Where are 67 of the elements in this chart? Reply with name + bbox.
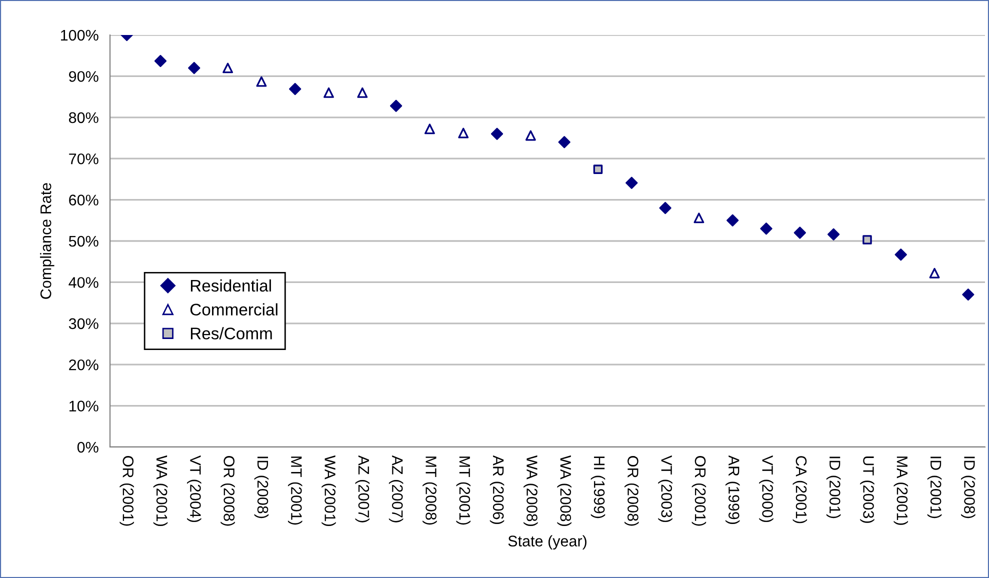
point xyxy=(424,124,435,134)
x-tick-label: WA (2001) xyxy=(322,455,336,526)
point xyxy=(525,130,536,141)
y-tick-label: 40% xyxy=(68,277,98,288)
x-tick-label: AZ (2007) xyxy=(355,455,370,522)
point xyxy=(390,100,402,112)
point xyxy=(726,214,739,226)
point xyxy=(794,226,806,239)
x-tick-label: VT (2000) xyxy=(759,455,774,522)
point xyxy=(626,176,638,189)
x-tick-label: HI (1999) xyxy=(590,456,606,518)
point xyxy=(894,248,907,261)
x-tick-label: MT (2001) xyxy=(288,456,302,525)
x-tick-label: VT (2003) xyxy=(658,455,672,522)
y-tick-label: 90% xyxy=(69,71,98,82)
point xyxy=(256,76,267,87)
legend-label: Res/Comm xyxy=(190,327,272,340)
point xyxy=(154,54,167,68)
point xyxy=(659,202,672,214)
x-tick-label: MT (2008) xyxy=(422,456,437,525)
x-tick-label: ID (2001) xyxy=(927,456,942,518)
x-tick-label: CA (2001) xyxy=(792,456,808,524)
x-axis-title: State (year) xyxy=(508,535,586,550)
x-tick-label: OR (2001) xyxy=(692,456,706,526)
legend-label: Residential xyxy=(190,279,271,292)
point xyxy=(222,62,234,74)
x-tick-label: AZ (2007) xyxy=(388,455,404,522)
x-tick-label: OR (2008) xyxy=(220,456,235,526)
x-tick-label: WA (2008) xyxy=(557,455,572,526)
point xyxy=(593,164,603,174)
y-tick-label: 0% xyxy=(77,442,98,453)
point xyxy=(458,128,469,138)
y-tick-label: 100% xyxy=(60,30,98,41)
x-tick-label: UT (2003) xyxy=(860,456,874,523)
x-tick-label: ID (2008) xyxy=(961,456,976,518)
point xyxy=(188,62,200,74)
point xyxy=(694,212,704,224)
y-tick-label: 10% xyxy=(69,400,98,412)
point xyxy=(324,87,334,98)
y-axis-title: Compliance Rate xyxy=(40,183,54,299)
point xyxy=(827,228,840,240)
x-tick-label: VT (2004) xyxy=(187,455,202,522)
x-tick-label: MT (2001) xyxy=(456,456,470,525)
point xyxy=(289,82,302,96)
x-tick-label: AR (2006) xyxy=(490,455,504,524)
y-tick-label: 80% xyxy=(68,112,98,124)
x-tick-label: ID (2001) xyxy=(826,456,841,518)
y-tick-label: 60% xyxy=(69,194,98,206)
x-tick-label: MA (2001) xyxy=(894,456,908,525)
y-tick-label: 30% xyxy=(68,318,98,330)
x-tick-label: AR (1999) xyxy=(725,455,740,524)
y-tick-label: 70% xyxy=(69,153,98,164)
point xyxy=(490,128,504,140)
x-tick-label: WA (2001) xyxy=(153,455,168,526)
point xyxy=(760,222,772,235)
y-tick-label: 50% xyxy=(68,236,98,247)
point xyxy=(862,235,872,244)
point xyxy=(357,87,368,98)
x-tick-label: ID (2008) xyxy=(254,456,269,518)
y-tick-label: 20% xyxy=(69,359,98,370)
point xyxy=(929,268,940,278)
legend-label: Commercial xyxy=(190,303,278,316)
point xyxy=(962,288,974,301)
x-tick-label: OR (2008) xyxy=(624,456,639,526)
point xyxy=(558,136,570,148)
x-tick-label: WA (2008) xyxy=(524,455,538,526)
x-tick-label: OR (2001) xyxy=(120,456,134,526)
